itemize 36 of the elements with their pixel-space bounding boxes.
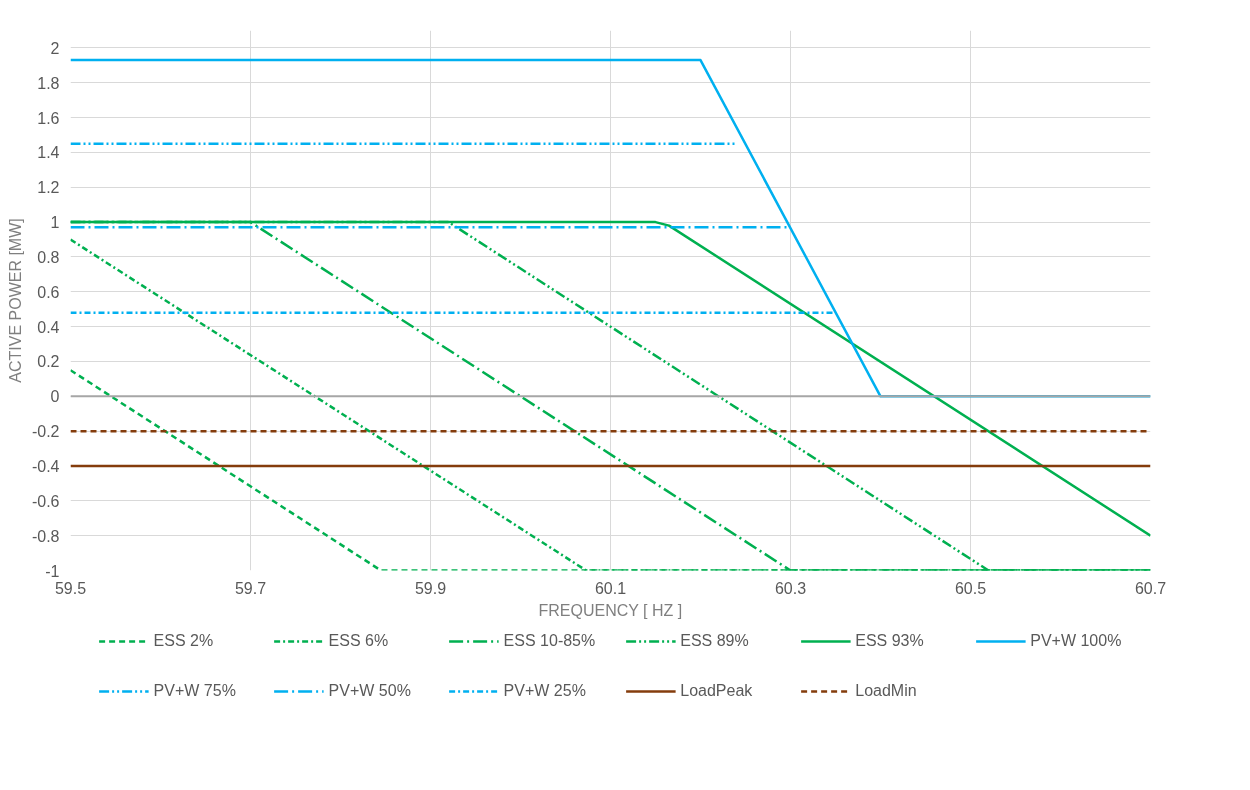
legend-label: PV+W 50% <box>328 681 412 701</box>
y-tick-label: 0.8 <box>37 248 60 266</box>
legend-label: PV+W 25% <box>503 681 587 701</box>
legend-label: ESS 2% <box>153 631 215 651</box>
legend-label: LoadPeak <box>680 681 754 701</box>
x-tick-label: 60.3 <box>774 579 807 597</box>
y-tick-label: 0.2 <box>37 353 60 371</box>
y-tick-label: -0.2 <box>31 423 60 441</box>
y-axis-title: ACTIVE POWER [MW] <box>6 218 24 383</box>
y-tick-label: 1.4 <box>37 144 60 162</box>
x-axis-title: FREQUENCY [ HZ ] <box>538 601 683 619</box>
legend-label: ESS 6% <box>328 631 390 651</box>
y-tick-label: -1 <box>45 562 60 580</box>
x-tick-label: 59.7 <box>234 579 267 597</box>
legend-label: ESS 89% <box>680 631 750 651</box>
x-tick-label: 59.9 <box>414 579 447 597</box>
y-tick-label: 0 <box>50 388 60 406</box>
y-tick-label: 1.2 <box>37 179 60 197</box>
x-tick-label: 60.1 <box>594 579 627 597</box>
y-tick-label: -0.4 <box>31 457 60 475</box>
legend-label: ESS 10-85% <box>503 631 596 651</box>
y-tick-label: 1.8 <box>37 74 60 92</box>
y-tick-label: -0.8 <box>31 527 60 545</box>
x-tick-label: 59.5 <box>54 579 87 597</box>
legend-label: PV+W 100% <box>1030 631 1122 651</box>
x-tick-label: 60.7 <box>1134 579 1167 597</box>
y-tick-label: 0.6 <box>37 283 60 301</box>
legend-label: PV+W 75% <box>153 681 237 701</box>
y-tick-label: 0.4 <box>37 318 60 336</box>
y-tick-label: 1.6 <box>37 109 60 127</box>
y-tick-label: 1 <box>50 214 60 232</box>
legend-label: LoadMin <box>855 681 918 701</box>
legend-label: ESS 93% <box>855 631 925 651</box>
y-tick-label: 2 <box>50 39 60 57</box>
x-tick-label: 60.5 <box>954 579 987 597</box>
y-tick-label: -0.6 <box>31 492 60 510</box>
